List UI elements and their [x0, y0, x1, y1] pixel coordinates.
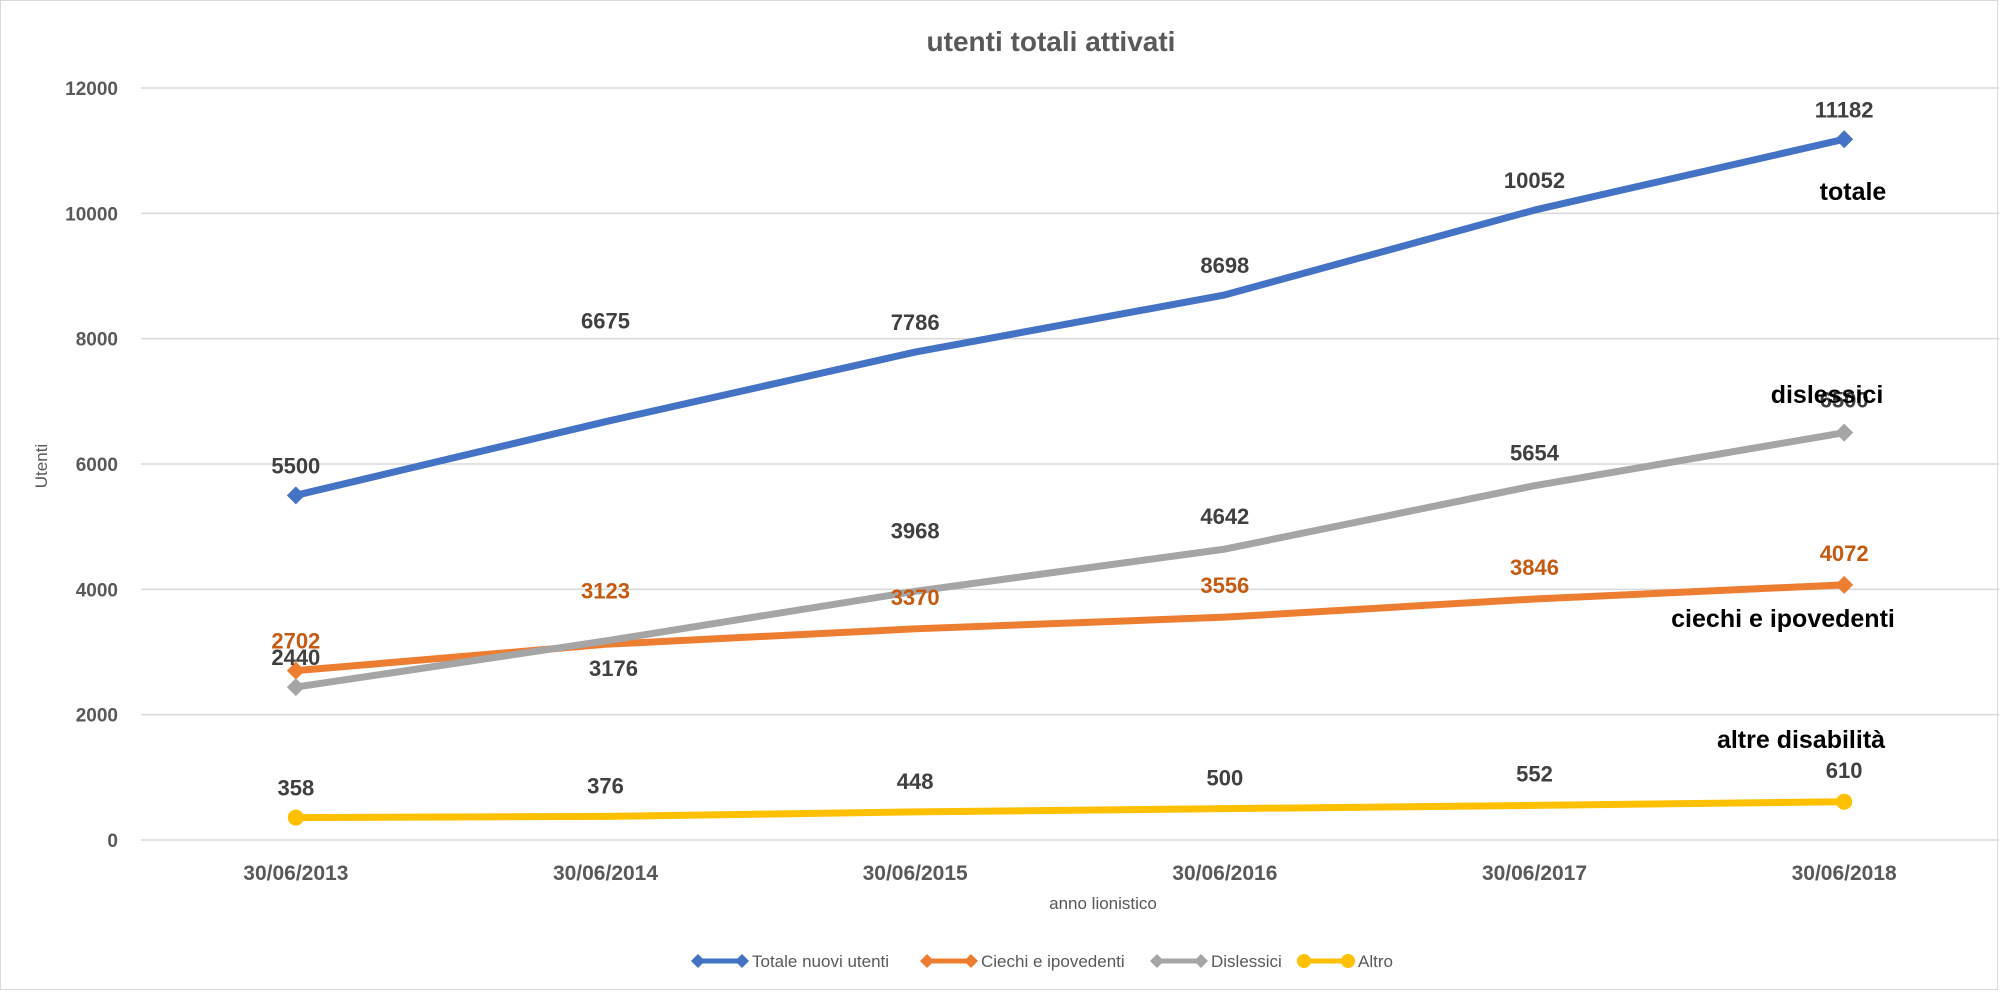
legend-label: Totale nuovi utenti [752, 952, 889, 971]
data-label: 5654 [1510, 441, 1560, 466]
x-tick-label: 30/06/2016 [1172, 862, 1277, 885]
x-tick-label: 30/06/2013 [243, 862, 348, 885]
data-label: 376 [587, 773, 624, 798]
data-labels: 5500 6675 7786 8698 10052 11182 2702 3123 3370 35… [271, 97, 1873, 800]
data-label: 8698 [1200, 253, 1249, 278]
y-tick-labels: 0 2000 4000 6000 8000 10000 12000 [65, 79, 118, 852]
chart-title: utenti totali attivati [927, 26, 1176, 57]
series-annotation: dislessici [1771, 381, 1884, 409]
legend-marker [1150, 954, 1164, 968]
legend-marker [964, 954, 978, 968]
data-label: 2440 [271, 645, 320, 670]
legend-marker [920, 954, 934, 968]
data-label: 5500 [271, 453, 320, 478]
legend-label: Altro [1358, 952, 1393, 971]
data-label: 448 [897, 769, 934, 794]
series-marker [287, 809, 304, 826]
legend: Totale nuovi utenti Ciechi e ipovedenti Di… [691, 952, 1393, 971]
data-label: 7786 [891, 310, 940, 335]
series-annotation: totale [1820, 178, 1887, 206]
legend-marker [1194, 954, 1208, 968]
series-marker [1835, 423, 1854, 442]
x-tick-label: 30/06/2018 [1792, 862, 1897, 885]
y-tick-label: 4000 [76, 580, 118, 601]
series-line [292, 429, 1848, 691]
legend-label: Ciechi e ipovedenti [981, 952, 1125, 971]
legend-marker [691, 954, 705, 968]
data-label: 552 [1516, 761, 1553, 786]
gridlines [141, 87, 1999, 841]
data-label: 4072 [1820, 541, 1869, 566]
data-label: 3846 [1510, 555, 1559, 580]
data-label: 4642 [1200, 504, 1249, 529]
data-label: 6500 [1820, 388, 1869, 413]
series-marker [286, 661, 305, 680]
data-label: 3556 [1200, 573, 1249, 598]
x-tick-label: 30/06/2017 [1482, 862, 1587, 885]
y-tick-label: 2000 [76, 706, 118, 727]
data-label: 2702 [271, 629, 320, 654]
series-marker [286, 486, 305, 505]
legend-marker [1341, 954, 1355, 968]
data-label: 3176 [589, 656, 638, 681]
series-marker [286, 678, 305, 697]
legend-marker [1297, 954, 1311, 968]
series-annotation: altre disabilità [1717, 726, 1885, 754]
series-annotations: totale ciechi e ipovedenti dislessici altre… [1671, 178, 1895, 754]
data-label: 3123 [581, 578, 630, 603]
data-label: 610 [1826, 758, 1863, 783]
data-label: 11182 [1815, 97, 1874, 122]
x-tick-label: 30/06/2014 [553, 862, 658, 885]
series-marker [1835, 575, 1854, 594]
data-label: 3968 [891, 518, 940, 543]
data-label: 3370 [891, 585, 940, 610]
y-tick-label: 12000 [65, 79, 118, 100]
x-axis-title: anno lionistico [1049, 894, 1157, 913]
y-tick-label: 10000 [65, 204, 118, 225]
legend-label: Dislessici [1211, 952, 1282, 971]
x-tick-label: 30/06/2015 [863, 862, 968, 885]
series-line [292, 135, 1848, 499]
series-line [292, 581, 1848, 675]
data-label: 358 [277, 776, 314, 801]
series-lines [286, 130, 1854, 826]
data-label: 500 [1206, 766, 1243, 791]
data-label: 6675 [581, 309, 630, 334]
series-line [292, 798, 1848, 822]
y-tick-label: 6000 [76, 455, 118, 476]
y-tick-label: 0 [107, 831, 118, 852]
series-annotation: ciechi e ipovedenti [1671, 605, 1895, 633]
y-tick-label: 8000 [76, 330, 118, 351]
y-axis-title: Utenti [32, 444, 51, 488]
x-tick-labels: 30/06/2013 30/06/2014 30/06/2015 30/06/2016… [243, 862, 1897, 885]
series-marker [1835, 130, 1854, 149]
data-label: 10052 [1504, 168, 1565, 193]
series-marker [1836, 793, 1853, 810]
legend-marker [735, 954, 749, 968]
